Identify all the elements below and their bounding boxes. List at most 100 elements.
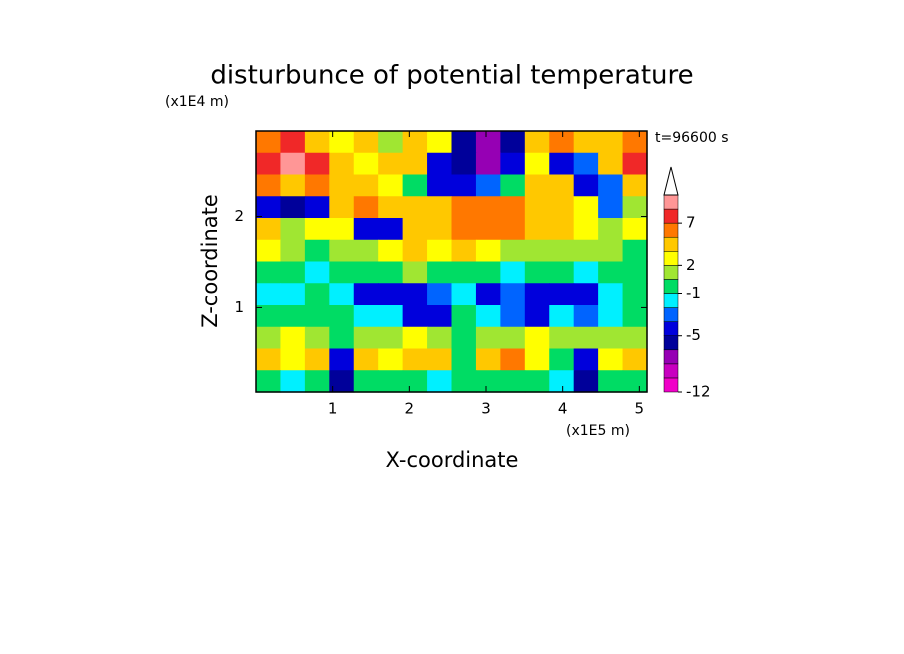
field-cell	[451, 326, 477, 350]
field-cell	[622, 305, 648, 328]
field-cell	[475, 152, 501, 176]
colorbar-box	[663, 377, 679, 393]
field-cell	[524, 283, 550, 306]
field-cell	[500, 152, 526, 176]
field-cell	[402, 152, 428, 176]
field-cell	[353, 196, 379, 219]
colorbar-box	[663, 194, 679, 210]
field-cell	[549, 261, 575, 284]
field-cell	[427, 370, 453, 393]
x-tick-label: 4	[558, 400, 568, 418]
field-cell	[500, 305, 526, 328]
field-cell	[549, 283, 575, 306]
field-cell	[475, 196, 501, 219]
field-cell	[353, 348, 379, 371]
field-cell	[451, 152, 477, 176]
field-cell	[549, 239, 575, 263]
field-cell	[353, 305, 379, 328]
field-cell	[329, 152, 355, 176]
colorbar-box	[663, 293, 679, 308]
field-cell	[451, 370, 477, 393]
colorbar-label: 7	[686, 214, 696, 232]
field-cell	[304, 152, 330, 176]
field-cell	[353, 326, 379, 350]
field-cell	[524, 326, 550, 350]
field-cell	[427, 261, 453, 284]
field-cell	[427, 174, 453, 197]
field-cell	[451, 305, 477, 328]
field-cell	[353, 261, 379, 284]
field-cell	[598, 218, 624, 241]
field-cell	[598, 348, 624, 371]
field-cell	[500, 348, 526, 371]
x-unit: (x1E5 m)	[566, 423, 630, 439]
field-cell	[573, 218, 599, 241]
field-cell	[427, 326, 453, 350]
field-cell	[475, 239, 501, 263]
field-cell	[256, 261, 282, 284]
x-tick-label: 1	[328, 400, 338, 418]
field-cell	[256, 305, 282, 328]
colorbar-box	[663, 236, 679, 252]
plot-frame	[255, 130, 648, 393]
field-cell	[402, 239, 428, 263]
y-unit: (x1E4 m)	[165, 94, 229, 110]
field-cell	[256, 348, 282, 371]
field-cell	[256, 370, 282, 393]
field-cell	[280, 174, 306, 197]
field-cell	[304, 305, 330, 328]
field-cell	[549, 305, 575, 328]
time-label: t=96600 s	[655, 130, 729, 146]
field-cell	[598, 174, 624, 197]
x-axis-label: X-coordinate	[386, 448, 519, 472]
field-cell	[329, 326, 355, 350]
field-cell	[304, 283, 330, 306]
field-cell	[402, 174, 428, 197]
field-cell	[329, 283, 355, 306]
field-cell	[329, 218, 355, 241]
field-cell	[378, 174, 404, 197]
field-cell	[280, 239, 306, 263]
field-cell	[280, 283, 306, 306]
field-cell	[573, 370, 599, 393]
field-cell	[304, 218, 330, 241]
field-cell	[353, 239, 379, 263]
field-cell	[622, 174, 648, 197]
field-cell	[353, 152, 379, 176]
field-cell	[573, 326, 599, 350]
field-cell	[475, 326, 501, 350]
field-cell	[524, 131, 550, 154]
field-cell	[280, 305, 306, 328]
field-cell	[500, 370, 526, 393]
field-cell	[598, 305, 624, 328]
field-cell	[598, 131, 624, 154]
field-cell	[524, 370, 550, 393]
field-cell	[598, 370, 624, 393]
field-cell	[256, 283, 282, 306]
field-cell	[427, 218, 453, 241]
field-cell	[378, 131, 404, 154]
field-cell	[524, 239, 550, 263]
field-cell	[549, 131, 575, 154]
field-cell	[622, 283, 648, 306]
field-cell	[622, 239, 648, 263]
field-cell	[549, 196, 575, 219]
field-cell	[402, 283, 428, 306]
field-cell	[304, 239, 330, 263]
field-cell	[475, 305, 501, 328]
y-tick-label: 2	[234, 207, 244, 225]
field-cell	[329, 305, 355, 328]
field-cell	[451, 261, 477, 284]
field-cell	[549, 326, 575, 350]
colorbar-box	[663, 265, 679, 280]
field-cell	[451, 174, 477, 197]
colorbar-box	[663, 349, 679, 365]
field-cell	[475, 261, 501, 284]
field-cell	[549, 152, 575, 176]
field-cell	[475, 131, 501, 154]
colorbar-box	[663, 335, 679, 351]
field-cell	[475, 370, 501, 393]
field-cell	[500, 131, 526, 154]
x-tick-label: 2	[405, 400, 415, 418]
